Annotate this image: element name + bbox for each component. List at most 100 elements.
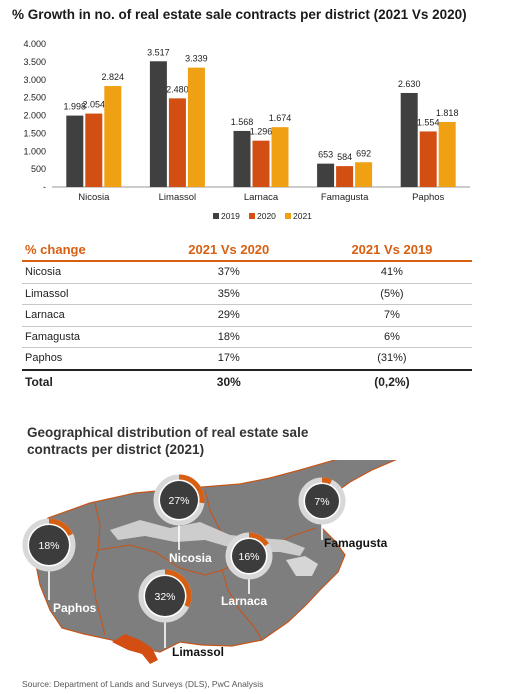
y-tick-label: 3.000 [23,75,46,85]
cyprus-map: 27% 7% 18% 16% 32% Nicosia Famagusta Paphos … [22,460,397,664]
vs2020-value: 37% [145,261,309,284]
bar [149,61,167,187]
map-title: Geographical distribution of real estate… [27,425,309,457]
bar [252,140,270,187]
total-label: Total [22,368,146,394]
district-bubbles: 27% 7% 18% 16% 32% [22,474,346,623]
bubble-share-label: 18% [38,540,59,552]
legend-swatch [285,213,291,219]
label-nicosia: Nicosia [169,551,212,565]
bar [438,122,456,187]
bubble-share-label: 27% [168,495,189,507]
bubble-share-arc [178,474,205,504]
table-row: Famagusta 18% 6% [22,326,472,348]
label-paphos: Paphos [53,601,97,615]
x-tick-label: Famagusta [321,192,369,203]
bubble-share-label: 32% [154,591,175,603]
bubble-core [305,484,339,518]
bar [85,113,103,187]
bar-chart: - 500 1.000 1.500 2.000 2.500 3.000 3.500 4.000 1… [23,39,470,221]
source-note: Source: Department of Lands and Surveys … [22,679,264,689]
district-name: Larnaca [22,304,146,327]
district-name: Nicosia [22,261,146,284]
table-row: Limassol 35% (5%) [22,283,472,305]
y-tick-label: 4.000 [23,39,46,49]
bar [187,67,205,187]
chart-title: % Growth in no. of real estate sale cont… [12,7,467,22]
legend-label: 2021 [293,211,312,221]
header-vs2020: 2021 Vs 2020 [145,238,309,262]
bubble-share-arc [164,569,192,608]
bubble-share-label: 7% [314,496,329,508]
vs2019-value: 6% [308,326,472,348]
data-label: 3.517 [147,47,170,57]
y-tick-label: 2.500 [23,93,46,103]
data-label: 653 [318,150,333,160]
district-name: Famagusta [22,326,146,348]
table-row: Nicosia 37% 41% [22,261,472,284]
y-tick-label: 1.000 [23,146,46,156]
bar [168,98,186,187]
data-label: 1.998 [64,102,87,112]
bubble-core [232,539,266,573]
data-label: 1.674 [269,113,292,123]
label-limassol: Limassol [172,645,224,659]
bar [317,163,335,187]
data-label: 692 [356,148,371,158]
data-label: 2.480 [166,84,189,94]
data-label: 2.054 [83,100,106,110]
table-row: Larnaca 29% 7% [22,304,472,327]
total-vs2019: (0,2%) [308,368,472,394]
bubble-core [29,525,69,565]
vs2020-value: 18% [145,326,309,348]
legend-swatch [213,213,219,219]
larnaca-bay-area [286,556,318,576]
vs2020-value: 29% [145,304,309,327]
bubble-share-arc [48,518,73,537]
legend-label: 2020 [257,211,276,221]
legend-label: 2019 [221,211,240,221]
vs2020-value: 35% [145,283,309,305]
bar [400,92,418,187]
label-larnaca: Larnaca [221,594,267,608]
x-tick-label: Limassol [159,192,197,203]
data-label: 1.554 [417,117,440,127]
bubble-share-arc [321,477,333,485]
label-famagusta: Famagusta [324,536,388,550]
data-label: 3.339 [185,54,208,64]
table-row: Paphos 17% (31%) [22,347,472,370]
x-tick-label: Larnaca [244,192,279,203]
vs2019-value: (5%) [308,283,472,305]
table-total-row: Total 30% (0,2%) [22,368,472,394]
total-vs2020: 30% [145,368,309,394]
header-change: % change [22,238,146,262]
district-labels: Nicosia Famagusta Paphos Larnaca Limasso… [53,536,388,659]
vs2020-value: 17% [145,347,309,370]
limassol-coast [112,634,158,664]
bubble-core [160,481,198,519]
bar [104,86,122,187]
x-tick-label: Paphos [412,192,444,203]
bar [233,130,251,187]
data-label: 2.630 [398,79,421,89]
bar [336,166,354,187]
vs2019-value: 7% [308,304,472,327]
data-label: 1.818 [436,108,459,118]
title-text: % Growth in no. of real estate sale cont… [12,7,467,22]
data-label: 2.824 [102,72,125,82]
vs2019-value: (31%) [308,347,472,370]
bar [355,162,373,187]
change-table: % change 2021 Vs 2020 2021 Vs 2019 Nicos… [22,238,472,394]
y-tick-label: - [43,182,46,192]
header-vs2019: 2021 Vs 2019 [308,238,472,262]
vs2019-value: 41% [308,261,472,284]
y-tick-label: 1.500 [23,128,46,138]
bar [419,131,437,187]
y-tick-label: 2.000 [23,111,46,121]
bubble-share-label: 16% [238,551,259,563]
bar [271,127,289,187]
y-tick-label: 3.500 [23,57,46,67]
district-name: Paphos [22,347,146,370]
data-label: 1.568 [231,117,254,127]
legend-swatch [249,213,255,219]
